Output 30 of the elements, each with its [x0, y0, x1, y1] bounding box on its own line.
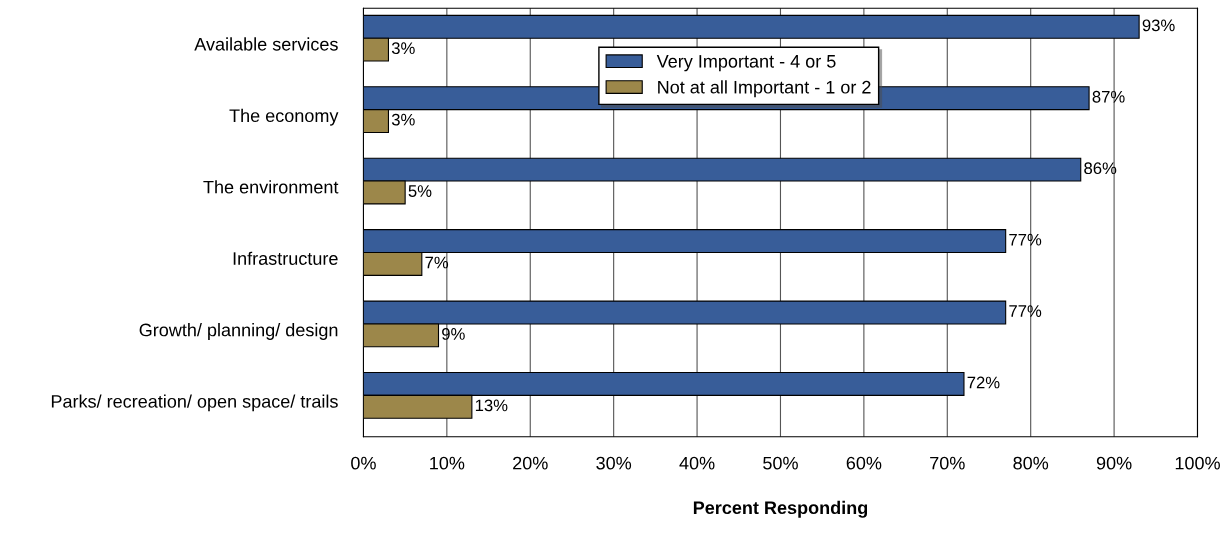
- data-label: 7%: [425, 256, 449, 269]
- x-tick-label: 50%: [763, 456, 798, 470]
- data-label: 13%: [475, 399, 508, 412]
- data-label: 72%: [967, 376, 1000, 389]
- data-label: 3%: [391, 42, 415, 55]
- x-axis-title: Percent Responding: [693, 500, 868, 518]
- x-tick-label: 60%: [846, 456, 882, 470]
- data-label: 93%: [1142, 19, 1175, 32]
- x-tick-label: 90%: [1096, 456, 1132, 470]
- y-tick-label: Parks/ recreation/ open space/ trails: [51, 394, 338, 412]
- y-tick-label: Growth/ planning/ design: [139, 323, 338, 340]
- data-label: 3%: [391, 113, 415, 126]
- x-tick-label: 40%: [679, 456, 715, 470]
- legend-label: Not at all Important - 1 or 2: [658, 80, 871, 98]
- x-tick-label: 100%: [1175, 456, 1220, 470]
- data-label: 5%: [408, 185, 432, 197]
- y-tick-label: The economy: [229, 108, 339, 126]
- x-tick-label: 80%: [1013, 456, 1049, 470]
- y-tick-label: Available services: [194, 37, 338, 51]
- x-tick-label: 20%: [513, 456, 548, 470]
- x-tick-label: 70%: [930, 456, 965, 470]
- legend-label: Very Important - 4 or 5: [656, 55, 836, 72]
- x-tick-label: 30%: [596, 456, 632, 470]
- data-label: 9%: [442, 328, 465, 340]
- y-tick-label: Infrastructure: [233, 251, 338, 265]
- data-label: 87%: [1092, 90, 1125, 103]
- x-tick-label: 10%: [430, 456, 465, 470]
- y-tick-label: The environment: [203, 180, 339, 194]
- data-label: 86%: [1084, 162, 1117, 175]
- x-tick-label: 0%: [351, 456, 376, 470]
